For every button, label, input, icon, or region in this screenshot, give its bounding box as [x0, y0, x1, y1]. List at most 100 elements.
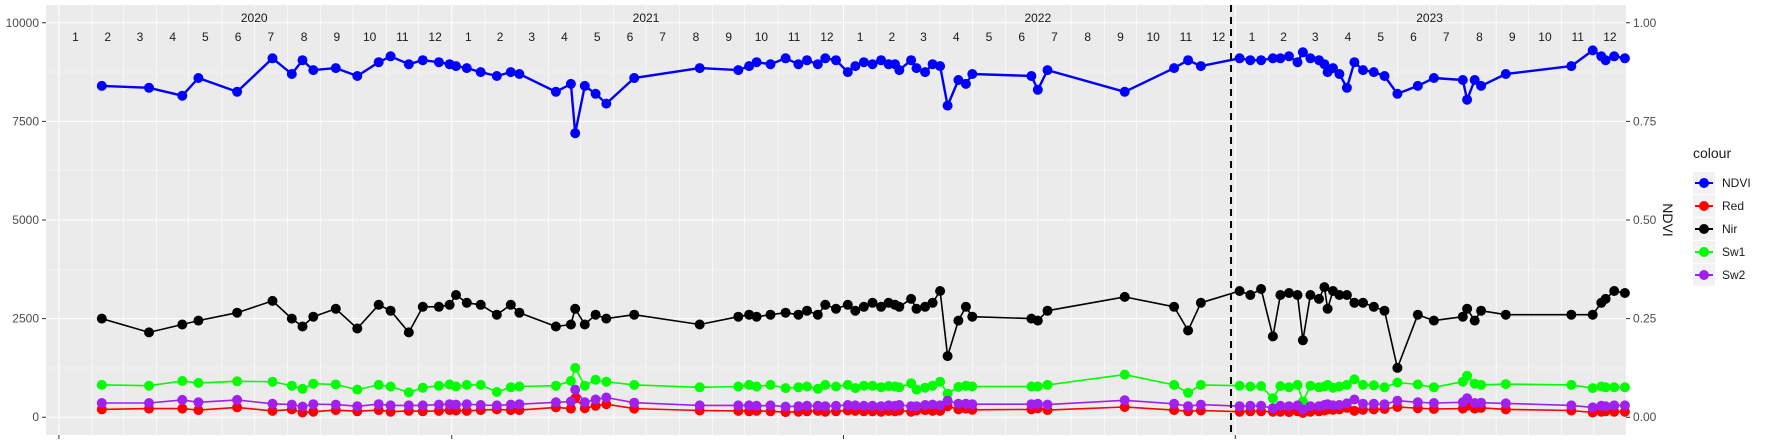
data-point-sw2: [1379, 399, 1390, 410]
month-label: 7: [268, 30, 275, 44]
data-point-sw2: [1169, 398, 1180, 409]
legend-key-point-ndvi: [1699, 178, 1709, 188]
y2-tick-label: 0.50: [1633, 213, 1657, 227]
data-point-red: [308, 406, 319, 417]
month-label: 7: [1443, 30, 1450, 44]
data-point-sw1: [850, 383, 861, 394]
data-point-sw1: [1267, 393, 1278, 404]
data-point-sw1: [550, 380, 561, 391]
data-point-sw2: [1392, 395, 1403, 406]
data-point-ndvi: [232, 86, 243, 97]
data-point-sw2: [967, 399, 978, 410]
data-point-nir: [1297, 335, 1308, 346]
y-axis-right: 0.00 0.25 0.50 0.75 1.00: [1626, 16, 1657, 424]
data-point-ndvi: [850, 61, 861, 72]
data-point-sw1: [765, 379, 776, 390]
data-point-ndvi: [570, 128, 581, 139]
data-point-nir: [308, 311, 319, 322]
data-point-sw2: [953, 398, 964, 409]
data-point-nir: [1500, 309, 1511, 320]
data-point-nir: [330, 303, 341, 314]
data-point-sw2: [385, 400, 396, 411]
data-point-sw2: [894, 400, 905, 410]
data-point-sw1: [858, 380, 869, 391]
data-point-sw2: [629, 397, 640, 408]
data-point-sw1: [1275, 381, 1286, 392]
data-point-sw1: [1305, 380, 1316, 391]
data-point-sw1: [1600, 382, 1611, 393]
data-point-sw1: [297, 383, 308, 394]
data-point-sw1: [96, 379, 107, 390]
month-label: 9: [725, 30, 732, 44]
data-point-nir: [820, 299, 831, 310]
data-point-nir: [1292, 290, 1303, 300]
month-label: 10: [363, 30, 377, 44]
data-point-nir: [1334, 290, 1345, 300]
legend-key-point-sw1: [1699, 247, 1709, 257]
year-label: 2023: [1416, 11, 1443, 25]
data-point-sw2: [1609, 400, 1620, 411]
data-point-ndvi: [96, 80, 107, 91]
data-point-sw1: [1609, 382, 1620, 393]
data-point-nir: [1462, 303, 1473, 314]
data-point-sw1: [1245, 381, 1256, 392]
data-point-nir: [1169, 301, 1180, 312]
legend-label-red: Red: [1722, 199, 1744, 213]
data-point-nir: [744, 309, 755, 320]
data-point-sw2: [232, 394, 243, 405]
data-point-ndvi: [1042, 65, 1053, 76]
data-point-sw2: [1042, 399, 1053, 410]
data-point-red: [267, 405, 278, 416]
data-point-ndvi: [144, 82, 154, 93]
data-point-sw2: [590, 394, 601, 405]
data-point-nir: [1476, 305, 1487, 316]
data-point-sw1: [1119, 369, 1130, 380]
data-point-sw1: [694, 382, 705, 393]
data-point-ndvi: [1256, 55, 1267, 66]
y2-tick-label: 0.75: [1633, 114, 1657, 128]
data-point-sw2: [927, 399, 938, 410]
data-point-sw1: [590, 374, 601, 385]
data-point-nir: [1305, 290, 1316, 300]
data-point-sw2: [751, 400, 762, 411]
data-point-nir: [1119, 291, 1130, 302]
data-point-nir: [850, 305, 861, 316]
data-point-nir: [286, 313, 297, 324]
data-point-sw1: [1619, 382, 1630, 393]
data-point-nir: [1469, 315, 1480, 326]
data-point-sw2: [1297, 404, 1308, 415]
data-point-sw2: [550, 397, 561, 408]
data-point-sw1: [352, 384, 363, 395]
data-point-sw2: [1256, 400, 1267, 411]
month-label: 11: [1180, 30, 1193, 44]
data-point-ndvi: [1457, 75, 1468, 85]
data-point-sw1: [1368, 380, 1379, 391]
data-point-ndvi: [433, 57, 444, 68]
data-point-sw2: [1476, 397, 1487, 408]
year-label: 2021: [633, 11, 660, 25]
data-point-nir: [1619, 288, 1630, 298]
data-point-ndvi: [373, 57, 384, 68]
data-point-ndvi: [744, 61, 755, 72]
data-point-nir: [1349, 297, 1360, 308]
data-point-ndvi: [751, 57, 762, 68]
month-label: 5: [1377, 30, 1384, 44]
data-point-nir: [793, 309, 804, 320]
data-point-nir: [177, 319, 188, 330]
y2-tick-label: 0.25: [1633, 312, 1657, 326]
data-point-sw2: [1619, 400, 1630, 411]
data-point-ndvi: [352, 71, 363, 81]
data-point-sw2: [193, 397, 204, 408]
data-point-sw2: [451, 399, 461, 410]
data-point-sw2: [876, 401, 887, 412]
data-point-sw1: [601, 376, 612, 387]
data-point-nir: [403, 327, 414, 338]
data-point-sw2: [1032, 398, 1043, 409]
data-point-nir: [1379, 305, 1390, 316]
data-point-nir: [906, 293, 917, 304]
data-point-nir: [1284, 288, 1294, 298]
data-point-ndvi: [1462, 94, 1473, 105]
data-point-ndvi: [942, 100, 953, 111]
data-point-sw1: [911, 384, 922, 395]
